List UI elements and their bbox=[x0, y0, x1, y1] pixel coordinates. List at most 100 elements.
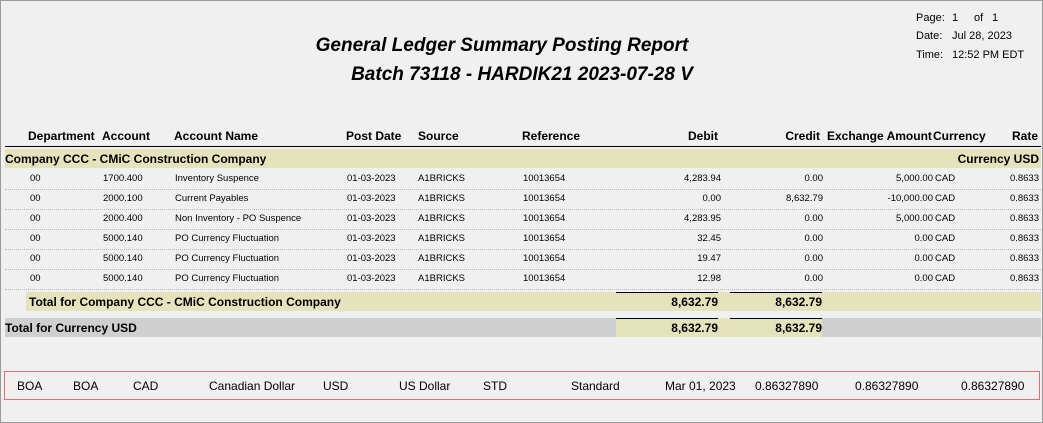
source-cell: A1BRICKS bbox=[418, 193, 465, 204]
account-cell: 5000.140 bbox=[103, 233, 143, 244]
exchange-amount-cell: -10,000.00 bbox=[887, 193, 933, 204]
company-group-label: Company CCC - CMiC Construction Company bbox=[5, 152, 267, 166]
col-header-debit: Debit bbox=[688, 129, 718, 143]
debit-cell: 4,283.94 bbox=[684, 173, 721, 184]
report-title: General Ledger Summary Posting Report bbox=[315, 35, 689, 56]
company-debit-rule bbox=[616, 292, 718, 293]
source-cell: A1BRICKS bbox=[418, 253, 465, 264]
company-total-credit: 8,632.79 bbox=[775, 295, 822, 309]
account-name-cell: Non Inventory - PO Suspence bbox=[175, 213, 302, 224]
col-header-credit: Credit bbox=[785, 129, 820, 143]
post-date-cell: 01-03-2023 bbox=[347, 213, 396, 224]
post-date-cell: 01-03-2023 bbox=[347, 253, 396, 264]
table-row: 00 1700.400 Inventory Suspence 01-03-2023 A1… bbox=[5, 169, 1041, 190]
credit-cell: 0.00 bbox=[804, 273, 824, 284]
col-header-rate: Rate bbox=[1011, 129, 1038, 143]
table-row: 00 5000.140 PO Currency Fluctuation 01-03-2… bbox=[5, 269, 1041, 290]
col-header-account-name: Account Name bbox=[174, 129, 259, 143]
rate-cell: 0.8633 bbox=[1009, 273, 1039, 284]
col-header-department: Department bbox=[28, 129, 95, 143]
col-header-post-date: Post Date bbox=[346, 129, 402, 143]
department-cell: 00 bbox=[30, 213, 41, 224]
to-currency-code: USD bbox=[323, 379, 349, 393]
currency-cell: CAD bbox=[935, 233, 956, 244]
currency-credit-rule bbox=[730, 318, 822, 319]
debit-cell: 0.00 bbox=[702, 193, 722, 204]
debit-cell: 19.47 bbox=[697, 253, 721, 264]
currency-cell: CAD bbox=[935, 253, 956, 264]
of-label: of bbox=[974, 12, 984, 24]
currency-cell: CAD bbox=[935, 193, 956, 204]
account-name-cell: PO Currency Fluctuation bbox=[175, 273, 280, 284]
company-total-label: Total for Company CCC - CMiC Constructio… bbox=[29, 295, 341, 309]
department-cell: 00 bbox=[30, 193, 41, 204]
col-header-reference: Reference bbox=[522, 129, 581, 143]
currency-total-credit: 8,632.79 bbox=[775, 321, 822, 335]
currency-cell: CAD bbox=[935, 213, 956, 224]
rate-cell: 0.8633 bbox=[1009, 253, 1039, 264]
col-header-currency: Currency bbox=[933, 129, 986, 143]
account-cell: 2000.100 bbox=[103, 193, 143, 204]
credit-cell: 8,632.79 bbox=[786, 193, 823, 204]
reference-cell: 10013654 bbox=[523, 253, 566, 264]
debit-cell: 4,283.95 bbox=[684, 213, 721, 224]
company-group-band: Company CCC - CMiC Construction Company … bbox=[5, 149, 1041, 168]
debit-cell: 32.45 bbox=[697, 233, 721, 244]
account-name-cell: PO Currency Fluctuation bbox=[175, 253, 280, 264]
debit-cell: 12.98 bbox=[697, 273, 721, 284]
rate-method-code: STD bbox=[483, 379, 507, 393]
from-currency-name: Canadian Dollar bbox=[209, 379, 296, 393]
from-currency-code: CAD bbox=[133, 379, 159, 393]
account-cell: 2000.400 bbox=[103, 213, 143, 224]
source-cell: A1BRICKS bbox=[418, 273, 465, 284]
col-header-source: Source bbox=[418, 129, 459, 143]
credit-cell: 0.00 bbox=[804, 253, 824, 264]
source-cell: A1BRICKS bbox=[418, 213, 465, 224]
exchange-amount-cell: 0.00 bbox=[914, 233, 934, 244]
exchange-rate-value: 0.86327890 bbox=[755, 379, 819, 393]
table-row: 00 5000.140 PO Currency Fluctuation 01-03-2… bbox=[5, 249, 1041, 270]
currency-total-values-band bbox=[616, 318, 822, 337]
reference-cell: 10013654 bbox=[523, 173, 566, 184]
rate-cell: 0.8633 bbox=[1009, 173, 1039, 184]
report-subtitle: Batch 73118 - HARDIK21 2023-07-28 V bbox=[351, 64, 693, 85]
account-cell: 5000.140 bbox=[103, 273, 143, 284]
credit-cell: 0.00 bbox=[804, 213, 824, 224]
rate-cell: 0.8633 bbox=[1009, 193, 1039, 204]
exchange-amount-cell: 0.00 bbox=[914, 253, 934, 264]
credit-cell: 0.00 bbox=[804, 173, 824, 184]
exchange-rate-row[interactable]: BOA BOA CAD Canadian Dollar USD US Dolla… bbox=[4, 371, 1040, 400]
post-date-cell: 01-03-2023 bbox=[347, 193, 396, 204]
col-header-exchange-amount: Exchange Amount bbox=[827, 129, 932, 143]
table-row: 00 5000.140 PO Currency Fluctuation 01-03-2… bbox=[5, 229, 1041, 250]
page-value: 1 bbox=[952, 12, 959, 24]
exchange-rate-value-2: 0.86327890 bbox=[855, 379, 919, 393]
currency-cell: CAD bbox=[935, 173, 956, 184]
post-date-cell: 01-03-2023 bbox=[347, 173, 396, 184]
reference-cell: 10013654 bbox=[523, 193, 566, 204]
source-cell: A1BRICKS bbox=[418, 233, 465, 244]
exchange-amount-cell: 0.00 bbox=[914, 273, 934, 284]
reference-cell: 10013654 bbox=[523, 233, 566, 244]
rate-type-code: BOA bbox=[17, 379, 43, 393]
exchange-amount-cell: 5,000.00 bbox=[896, 213, 933, 224]
rate-method-name: Standard bbox=[571, 379, 620, 393]
company-total-debit: 8,632.79 bbox=[671, 295, 718, 309]
account-cell: 5000.140 bbox=[103, 253, 143, 264]
account-name-cell: Current Payables bbox=[175, 193, 249, 204]
reference-cell: 10013654 bbox=[523, 213, 566, 224]
account-cell: 1700.400 bbox=[103, 173, 143, 184]
page-label: Page: bbox=[916, 12, 945, 24]
page-info: Page: 1 of 1 bbox=[916, 12, 998, 24]
currency-debit-rule bbox=[616, 318, 718, 319]
date-label: Date: bbox=[916, 30, 943, 42]
rate-effective-date: Mar 01, 2023 bbox=[665, 379, 736, 393]
currency-total-debit: 8,632.79 bbox=[671, 321, 718, 335]
account-name-cell: PO Currency Fluctuation bbox=[175, 233, 280, 244]
credit-cell: 0.00 bbox=[804, 233, 824, 244]
currency-cell: CAD bbox=[935, 273, 956, 284]
reference-cell: 10013654 bbox=[523, 273, 566, 284]
rate-cell: 0.8633 bbox=[1009, 213, 1039, 224]
date-info: Date: Jul 28, 2023 bbox=[916, 30, 1012, 42]
post-date-cell: 01-03-2023 bbox=[347, 233, 396, 244]
